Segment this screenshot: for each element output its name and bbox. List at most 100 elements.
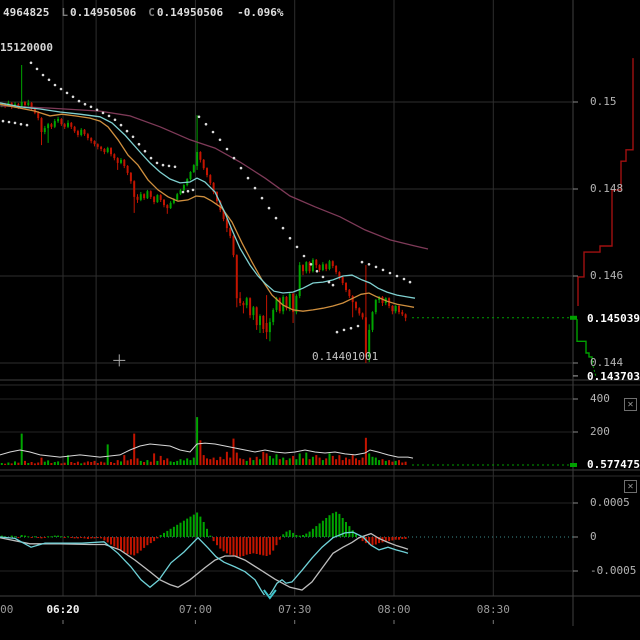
macd-histogram-bar bbox=[153, 537, 156, 542]
volume-bar bbox=[308, 459, 311, 465]
sar-dot bbox=[7, 120, 11, 124]
macd-histogram-bar bbox=[268, 537, 271, 555]
volume-bar bbox=[328, 453, 331, 465]
volume-bar bbox=[172, 462, 175, 465]
macd-histogram-bar bbox=[388, 537, 391, 542]
macd-histogram-bar bbox=[172, 526, 175, 537]
candle-body bbox=[338, 272, 341, 277]
candle-body bbox=[73, 126, 76, 132]
macd-histogram-bar bbox=[368, 537, 371, 545]
sell-marker-icon[interactable] bbox=[263, 589, 277, 600]
macd-histogram-bar bbox=[275, 537, 278, 546]
volume-bar bbox=[331, 455, 334, 465]
sar-dot bbox=[113, 118, 117, 122]
candle-body bbox=[235, 255, 238, 299]
sar-dot bbox=[331, 283, 335, 287]
volume-bar bbox=[374, 457, 377, 465]
ema-mid-line bbox=[0, 103, 415, 312]
volume-bar bbox=[209, 459, 212, 465]
sar-dot bbox=[155, 161, 159, 165]
macd-pane[interactable] bbox=[0, 511, 409, 599]
candle-body bbox=[321, 264, 324, 270]
volume-bar bbox=[388, 460, 391, 466]
sar-dot bbox=[83, 102, 87, 106]
macd-histogram-bar bbox=[136, 537, 139, 554]
candlestick-chart[interactable] bbox=[0, 65, 407, 363]
volume-bar bbox=[4, 463, 7, 465]
volume-bar bbox=[17, 462, 20, 465]
macd-histogram-bar bbox=[123, 537, 126, 552]
volume-bar bbox=[368, 453, 371, 465]
volume-bar bbox=[355, 458, 357, 465]
sar-dot bbox=[321, 275, 325, 279]
macd-histogram-bar bbox=[209, 535, 212, 537]
volume-bar bbox=[86, 461, 89, 465]
volume-bar bbox=[305, 452, 308, 465]
macd-histogram-bar bbox=[331, 513, 334, 537]
candle-body bbox=[288, 293, 291, 309]
macd-histogram-bar bbox=[328, 515, 331, 537]
macd-histogram-bar bbox=[57, 535, 60, 537]
volume-bar bbox=[245, 460, 248, 465]
sar-dot bbox=[173, 165, 177, 169]
candle-body bbox=[143, 194, 146, 199]
volume-bar bbox=[93, 460, 96, 465]
volume-bar bbox=[113, 463, 116, 465]
volume-bar bbox=[47, 460, 50, 465]
macd-histogram-bar bbox=[43, 537, 46, 538]
macd-tick-label: -0.0005 bbox=[590, 564, 637, 577]
candle-body bbox=[123, 159, 126, 166]
volume-bar bbox=[179, 459, 182, 465]
time-tick-label: 06:20 bbox=[46, 603, 80, 616]
volume-bar bbox=[321, 460, 324, 466]
candle-body bbox=[361, 313, 364, 318]
macd-pane-close-button[interactable]: ✕ bbox=[624, 480, 637, 493]
depth-ask-line bbox=[577, 58, 634, 306]
volume-bar bbox=[67, 455, 69, 465]
volume-bar bbox=[103, 462, 106, 465]
volume-bar bbox=[60, 463, 63, 466]
price-tick-label: 0.144 bbox=[590, 356, 624, 369]
macd-histogram-bar bbox=[47, 536, 50, 538]
volume-pane-close-button[interactable]: ✕ bbox=[624, 398, 637, 411]
macd-histogram-bar bbox=[398, 537, 400, 540]
macd-histogram-bar bbox=[288, 530, 291, 537]
volume-bar bbox=[7, 462, 10, 465]
sar-dot bbox=[47, 78, 51, 82]
candle-body bbox=[76, 131, 79, 135]
volume-bar bbox=[278, 459, 281, 465]
volume-bar bbox=[76, 461, 79, 465]
macd-histogram-bar bbox=[311, 528, 314, 537]
candle-body bbox=[259, 316, 261, 326]
candle-body bbox=[153, 196, 156, 202]
volume-bar bbox=[394, 460, 397, 465]
volume-bar bbox=[361, 457, 364, 465]
volume-bar bbox=[206, 458, 208, 465]
macd-histogram-bar bbox=[169, 528, 172, 537]
volume-bar bbox=[40, 457, 43, 465]
volume-bar bbox=[163, 460, 165, 466]
candle-body bbox=[355, 302, 357, 309]
sar-dot bbox=[77, 99, 81, 103]
volume-pane[interactable] bbox=[0, 417, 414, 466]
volume-bar bbox=[239, 458, 242, 465]
sar-dot bbox=[239, 166, 243, 170]
volume-bar bbox=[371, 456, 374, 466]
candle-body bbox=[202, 159, 205, 169]
candle-body bbox=[189, 172, 192, 179]
macd-histogram-bar bbox=[318, 523, 321, 537]
volume-bar bbox=[381, 459, 384, 465]
sar-dot bbox=[211, 130, 215, 134]
volume-bar bbox=[358, 460, 361, 466]
candle-body bbox=[149, 191, 152, 197]
sar-dot bbox=[356, 324, 360, 328]
candle-body bbox=[37, 112, 40, 119]
sar-dot bbox=[302, 254, 306, 258]
candle-body bbox=[308, 262, 311, 272]
candle-body bbox=[63, 124, 66, 127]
candle-body bbox=[136, 196, 139, 200]
candle-body bbox=[212, 182, 215, 192]
macd-histogram-bar bbox=[192, 514, 195, 537]
